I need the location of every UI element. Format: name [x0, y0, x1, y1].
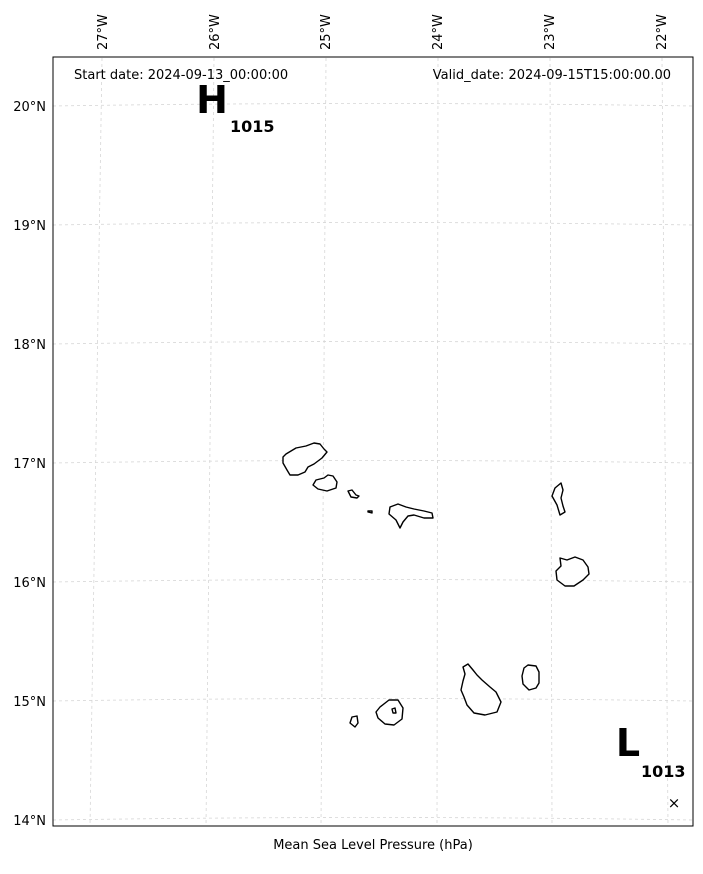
meridian-22w: [661, 57, 669, 827]
island-boa-vista: [555, 556, 590, 587]
meridian-27w: [89, 57, 103, 827]
lat-label: 17°N: [13, 457, 46, 472]
parallel-15n: [52, 698, 694, 702]
parallel-17n: [52, 460, 694, 464]
lon-label: 23°W: [543, 14, 558, 50]
island-fogo: [375, 699, 404, 726]
parallel-14n: [52, 817, 694, 821]
latitude-labels: 20°N 19°N 18°N 17°N 16°N 15°N 14°N: [13, 100, 46, 829]
island-santa-luzia: [347, 489, 360, 499]
lon-label: 25°W: [319, 14, 334, 50]
parallel-16n: [52, 579, 694, 583]
start-date-label: Start date: 2024-09-13_00:00:00: [74, 68, 288, 83]
low-value: 1013: [641, 762, 686, 781]
lat-label: 16°N: [13, 576, 46, 591]
lon-label: 26°W: [208, 14, 223, 50]
lon-label: 22°W: [655, 14, 670, 50]
low-pressure-center: L 1013: [616, 721, 686, 781]
high-letter: H: [196, 78, 228, 122]
graticule: [52, 57, 694, 827]
map-frame: [52, 56, 694, 827]
meridian-26w: [205, 57, 215, 827]
island-sao-nicolau: [388, 503, 434, 529]
high-value: 1015: [230, 117, 275, 136]
parallel-18n: [52, 341, 694, 345]
lat-label: 18°N: [13, 338, 46, 353]
lat-label: 19°N: [13, 219, 46, 234]
island-maio: [521, 664, 540, 691]
parallel-20n: [52, 103, 694, 107]
coastlines: [282, 442, 590, 728]
meridian-23w: [549, 57, 553, 827]
lon-label: 27°W: [96, 14, 111, 50]
low-center-marker-icon: ×: [668, 794, 681, 812]
meridian-25w: [320, 57, 327, 827]
low-letter: L: [616, 721, 640, 765]
island-santiago: [460, 663, 502, 716]
island-raso: [367, 510, 373, 514]
parallel-19n: [52, 222, 694, 226]
lon-label: 24°W: [431, 14, 446, 50]
island-sao-vicente: [312, 474, 338, 492]
lat-label: 15°N: [13, 695, 46, 710]
island-sal: [551, 482, 566, 516]
lat-label: 14°N: [13, 814, 46, 829]
high-pressure-center: H 1015: [196, 78, 274, 136]
map-caption: Mean Sea Level Pressure (hPa): [273, 838, 473, 853]
valid-date-label: Valid_date: 2024-09-15T15:00:00.00: [433, 68, 671, 83]
longitude-labels: 27°W 26°W 25°W 24°W 23°W 22°W: [96, 14, 670, 50]
island-santo-antao: [282, 442, 328, 476]
meridian-24w: [436, 57, 439, 827]
island-brava: [349, 715, 359, 728]
island-fogo-peak: [391, 707, 397, 714]
lat-label: 20°N: [13, 100, 46, 115]
